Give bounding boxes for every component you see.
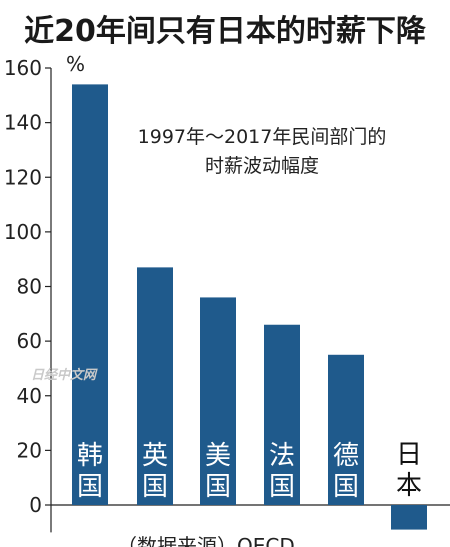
bar-4 [264,324,300,505]
bar-2 [137,267,173,505]
chart-title: 近20年间只有日本的时薪下降 [24,14,426,49]
bar-3 [200,297,236,505]
y-tick-label: 0 [29,493,42,517]
category-label-6: 日 [396,440,422,470]
annotation-line-2: 时薪波动幅度 [205,155,319,177]
category-label-1: 韩 [77,441,103,471]
y-tick-label: 100 [4,220,42,244]
y-tick-label: 60 [17,329,42,353]
bar-1 [72,84,108,505]
bar-6 [391,505,427,530]
bar-5 [328,354,364,505]
y-tick-label: 80 [17,275,42,299]
annotation-line-1: 1997年～2017年民间部门的 [138,126,387,148]
category-label-5: 德 [333,441,359,471]
category-label-3: 美 [205,441,231,471]
category-label-2: 英 [142,441,168,471]
category-label-3: 国 [205,472,231,502]
y-tick-label: 140 [4,111,42,135]
category-label-4: 法 [269,441,295,471]
category-label-6: 本 [396,471,422,501]
category-label-1: 国 [77,472,103,502]
category-label-4: 国 [269,472,295,502]
category-label-5: 国 [333,472,359,502]
y-tick-label: 20 [17,438,42,462]
category-label-2: 国 [142,472,168,502]
source-note: （数据来源）OECD [117,534,295,547]
y-tick-label: 120 [4,165,42,189]
watermark: 日经中文网 [31,368,97,383]
y-tick-label: 40 [17,384,42,408]
y-unit-label: % [66,52,85,76]
y-tick-label: 160 [4,56,42,80]
